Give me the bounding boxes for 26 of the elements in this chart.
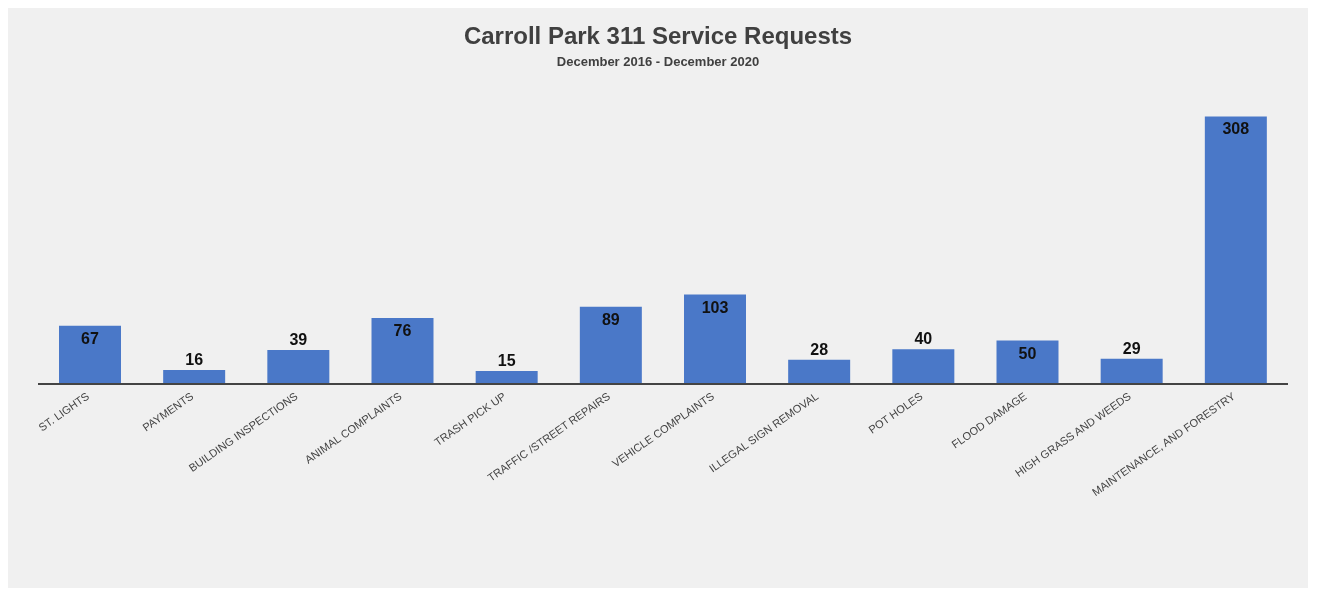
chart-title: Carroll Park 311 Service Requests — [462, 22, 854, 50]
data-label: 16 — [185, 351, 204, 369]
bar — [788, 359, 851, 384]
bar — [59, 325, 121, 384]
chart-subtitle: December 2016 - December 2020 — [555, 54, 761, 69]
bar — [371, 317, 434, 384]
bar — [1100, 358, 1163, 384]
data-label: 40 — [914, 330, 933, 348]
bar — [163, 370, 226, 384]
data-label: 39 — [289, 331, 308, 349]
data-label: 28 — [810, 340, 829, 358]
bar — [684, 294, 746, 384]
bar — [579, 306, 642, 384]
data-label: 76 — [393, 321, 412, 339]
data-label: 67 — [81, 329, 99, 347]
data-label: 29 — [1122, 339, 1141, 357]
data-label: 308 — [1222, 120, 1250, 138]
data-label: 103 — [701, 298, 729, 316]
bar — [996, 340, 1059, 384]
bar — [892, 349, 955, 384]
data-label: 89 — [601, 310, 620, 328]
data-label: 50 — [1018, 344, 1037, 362]
bar — [1204, 116, 1267, 384]
bar — [475, 370, 538, 384]
data-label: 15 — [497, 351, 516, 369]
bar — [267, 350, 330, 384]
